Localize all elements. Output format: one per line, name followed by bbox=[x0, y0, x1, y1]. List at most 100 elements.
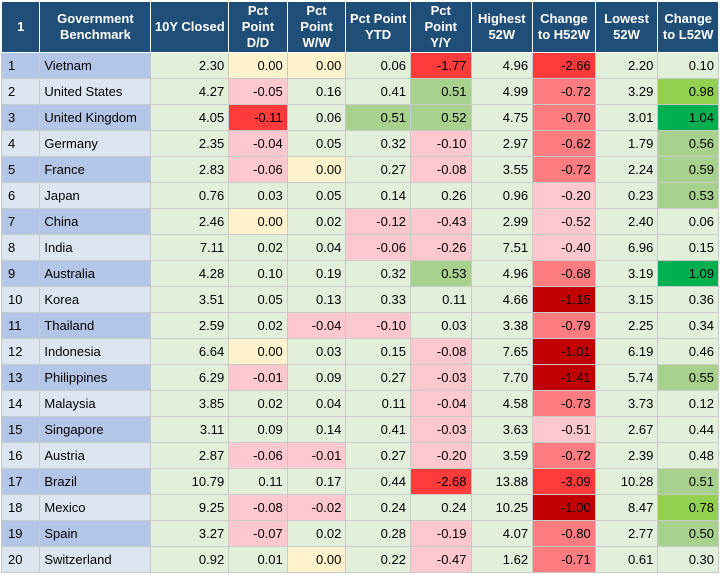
cell-closed: 3.85 bbox=[150, 390, 230, 417]
cell-closed: 10.79 bbox=[150, 468, 230, 495]
cell-ytd: -0.10 bbox=[345, 312, 411, 339]
cell-yy: 0.03 bbox=[409, 312, 472, 339]
cell-ww: 0.04 bbox=[286, 390, 347, 417]
cell-l52: 3.19 bbox=[594, 260, 659, 287]
cell-h52: 7.65 bbox=[470, 338, 534, 365]
cell-ww: 0.02 bbox=[286, 520, 347, 547]
cell-dd: 0.02 bbox=[228, 312, 288, 339]
cell-idx: 16 bbox=[0, 442, 41, 469]
cell-l52: 6.96 bbox=[594, 234, 659, 261]
cell-name: France bbox=[39, 156, 152, 183]
cell-ch52: -0.51 bbox=[532, 416, 596, 443]
cell-idx: 14 bbox=[0, 390, 41, 417]
cell-l52: 1.79 bbox=[594, 130, 659, 157]
cell-cl52: 0.56 bbox=[657, 130, 719, 157]
cell-idx: 10 bbox=[0, 286, 41, 313]
cell-dd: -0.04 bbox=[228, 130, 288, 157]
cell-cl52: 0.98 bbox=[657, 78, 719, 105]
cell-cl52: 0.15 bbox=[657, 234, 719, 261]
cell-closed: 2.46 bbox=[150, 208, 230, 235]
cell-cl52: 0.50 bbox=[657, 520, 719, 547]
cell-l52: 6.19 bbox=[594, 338, 659, 365]
cell-cl52: 0.10 bbox=[657, 52, 719, 79]
cell-name: Mexico bbox=[39, 494, 152, 521]
table-row: 13 Philippines 6.29 -0.01 0.09 0.27 -0.03 7.70-… bbox=[0, 364, 719, 391]
cell-yy: -0.47 bbox=[409, 546, 472, 573]
cell-yy: -2.68 bbox=[409, 468, 472, 495]
cell-name: Brazil bbox=[39, 468, 152, 495]
cell-l52: 3.15 bbox=[594, 286, 659, 313]
cell-h52: 4.58 bbox=[470, 390, 534, 417]
cell-h52: 3.63 bbox=[470, 416, 534, 443]
cell-closed: 4.28 bbox=[150, 260, 230, 287]
column-header-l52: Lowest 52W bbox=[594, 1, 659, 53]
cell-yy: -0.20 bbox=[409, 442, 472, 469]
cell-idx: 13 bbox=[0, 364, 41, 391]
cell-ww: 0.02 bbox=[286, 208, 347, 235]
cell-name: Japan bbox=[39, 182, 152, 209]
column-header-dd: Pct Point D/D bbox=[228, 1, 288, 53]
cell-ytd: 0.41 bbox=[345, 416, 411, 443]
cell-dd: 0.00 bbox=[228, 208, 288, 235]
cell-h52: 13.88 bbox=[470, 468, 534, 495]
cell-h52: 4.66 bbox=[470, 286, 534, 313]
cell-name: United States bbox=[39, 78, 152, 105]
cell-ww: 0.06 bbox=[286, 104, 347, 131]
cell-l52: 3.01 bbox=[594, 104, 659, 131]
cell-ch52: -0.20 bbox=[532, 182, 596, 209]
cell-h52: 4.75 bbox=[470, 104, 534, 131]
cell-closed: 6.64 bbox=[150, 338, 230, 365]
cell-ch52: -3.09 bbox=[532, 468, 596, 495]
cell-ww: -0.02 bbox=[286, 494, 347, 521]
cell-yy: -0.08 bbox=[409, 338, 472, 365]
cell-ch52: -1.00 bbox=[532, 494, 596, 521]
cell-dd: 0.05 bbox=[228, 286, 288, 313]
cell-name: China bbox=[39, 208, 152, 235]
cell-closed: 2.30 bbox=[150, 52, 230, 79]
table-row: 18 Mexico 9.25 -0.08 -0.02 0.24 0.24 10.25 -1.00… bbox=[0, 494, 719, 521]
cell-ytd: 0.14 bbox=[345, 182, 411, 209]
cell-idx: 5 bbox=[0, 156, 41, 183]
cell-cl52: 0.36 bbox=[657, 286, 719, 313]
cell-ytd: 0.24 bbox=[345, 494, 411, 521]
column-header-ch52: Change to H52W bbox=[532, 1, 596, 53]
cell-ytd: 0.28 bbox=[345, 520, 411, 547]
cell-dd: 0.10 bbox=[228, 260, 288, 287]
column-header-cl52: Change to L52W bbox=[657, 1, 719, 53]
cell-name: United Kingdom bbox=[39, 104, 152, 131]
cell-ww: 0.03 bbox=[286, 338, 347, 365]
cell-closed: 3.11 bbox=[150, 416, 230, 443]
cell-ytd: 0.32 bbox=[345, 130, 411, 157]
cell-closed: 0.92 bbox=[150, 546, 230, 573]
cell-cl52: 1.04 bbox=[657, 104, 719, 131]
cell-idx: 3 bbox=[0, 104, 41, 131]
cell-ww: 0.04 bbox=[286, 234, 347, 261]
cell-cl52: 0.44 bbox=[657, 416, 719, 443]
cell-yy: -0.08 bbox=[409, 156, 472, 183]
cell-ww: 0.05 bbox=[286, 130, 347, 157]
cell-closed: 4.05 bbox=[150, 104, 230, 131]
table-row: 5 France 2.83 -0.06 0.00 0.27 -0.08 3.55 -0.72 2.… bbox=[0, 156, 719, 183]
cell-cl52: 0.55 bbox=[657, 364, 719, 391]
cell-idx: 15 bbox=[0, 416, 41, 443]
cell-closed: 2.83 bbox=[150, 156, 230, 183]
cell-l52: 2.39 bbox=[594, 442, 659, 469]
cell-idx: 19 bbox=[0, 520, 41, 547]
cell-h52: 7.51 bbox=[470, 234, 534, 261]
cell-ww: 0.19 bbox=[286, 260, 347, 287]
table-row: 9 Australia 4.28 0.10 0.19 0.32 0.53 4.96 -0.68 3… bbox=[0, 260, 719, 287]
column-header-closed: 10Y Closed bbox=[150, 1, 230, 53]
table-row: 15 Singapore 3.11 0.09 0.14 0.41 -0.03 3.63 -0.5… bbox=[0, 416, 719, 443]
cell-h52: 4.96 bbox=[470, 52, 534, 79]
table-row: 4 Germany 2.35 -0.04 0.05 0.32 -0.10 2.97 -0.62 1… bbox=[0, 130, 719, 157]
table-row: 7 China 2.46 0.00 0.02 -0.12 -0.43 2.99 -0.52 2.4… bbox=[0, 208, 719, 235]
cell-ch52: -0.79 bbox=[532, 312, 596, 339]
cell-closed: 6.29 bbox=[150, 364, 230, 391]
cell-name: Malaysia bbox=[39, 390, 152, 417]
cell-ch52: -0.52 bbox=[532, 208, 596, 235]
cell-l52: 2.20 bbox=[594, 52, 659, 79]
cell-closed: 9.25 bbox=[150, 494, 230, 521]
cell-dd: 0.03 bbox=[228, 182, 288, 209]
cell-closed: 3.27 bbox=[150, 520, 230, 547]
cell-idx: 7 bbox=[0, 208, 41, 235]
